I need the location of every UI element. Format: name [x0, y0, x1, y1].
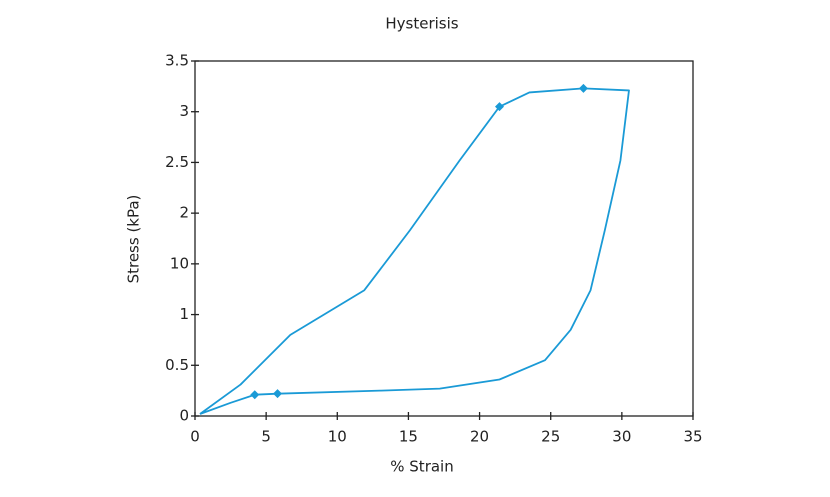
y-tick-label: 1	[179, 305, 189, 323]
plot-frame	[194, 60, 694, 417]
x-tick-label: 10	[328, 428, 347, 446]
y-tick-label: 3	[179, 102, 189, 120]
y-tick-label: 0	[179, 407, 189, 425]
x-tick-label: 15	[399, 428, 418, 446]
data-marker	[250, 390, 260, 400]
y-tick-label: 2	[179, 204, 189, 222]
data-marker	[494, 102, 504, 112]
y-tick-label: 10	[170, 254, 189, 272]
data-marker	[273, 389, 283, 399]
x-tick-label: 20	[470, 428, 489, 446]
x-tick-label: 25	[541, 428, 560, 446]
y-tick-label: 0.5	[165, 356, 189, 374]
y-axis-label: Stress (kPa)	[125, 195, 143, 284]
y-tick-label: 3.5	[165, 52, 189, 70]
x-tick-label: 0	[190, 428, 200, 446]
x-tick-label: 35	[683, 428, 702, 446]
x-axis-label: % Strain	[390, 458, 453, 476]
x-tick-label: 30	[612, 428, 631, 446]
data-marker	[578, 83, 588, 93]
x-tick-label: 5	[261, 428, 271, 446]
data-line	[199, 87, 630, 415]
chart-title: Hysterisis	[385, 15, 458, 33]
y-tick-label: 2.5	[165, 153, 189, 171]
